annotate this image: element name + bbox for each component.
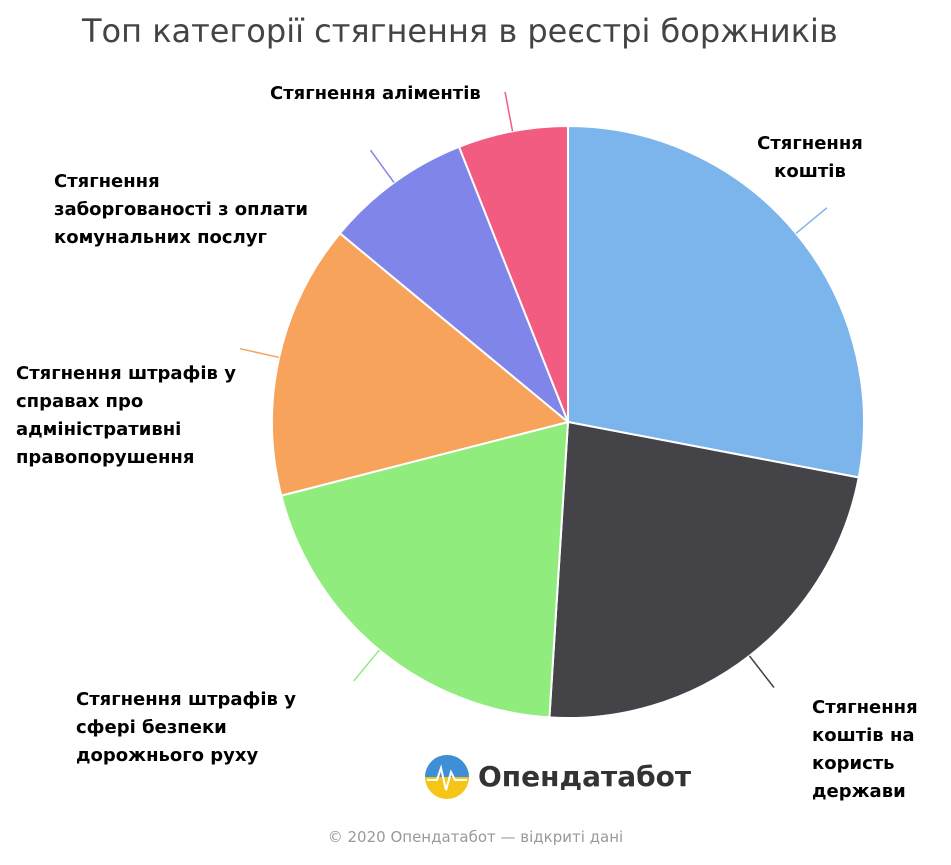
footer: © 2020 Опендатабот — відкриті дані	[327, 828, 624, 846]
leader-line	[353, 649, 380, 682]
slice-label: Стягнення штрафів у сфері безпеки дорожн…	[76, 689, 296, 766]
leader-line	[795, 207, 828, 234]
slice-label: Стягнення аліментів	[270, 83, 481, 104]
slice-label: Стягнення заборгованості з оплати комуна…	[54, 171, 308, 248]
pie-slice	[567, 124, 865, 479]
leader-line	[748, 655, 775, 688]
leader-line	[239, 347, 280, 359]
pie-slice	[338, 145, 569, 423]
slice-label: Стягнення коштів	[757, 133, 863, 182]
chart-title: Топ категорії стягнення в реєстрі боржни…	[82, 12, 838, 50]
leader-line	[504, 91, 514, 132]
slice-label: Стягнення коштів на користь держави	[812, 697, 918, 802]
slice-label: Стягнення штрафів у справах про адмініст…	[16, 363, 236, 468]
logo-icon	[425, 755, 469, 799]
logo-text: Опендатабот	[478, 760, 692, 793]
leader-line	[369, 149, 395, 183]
